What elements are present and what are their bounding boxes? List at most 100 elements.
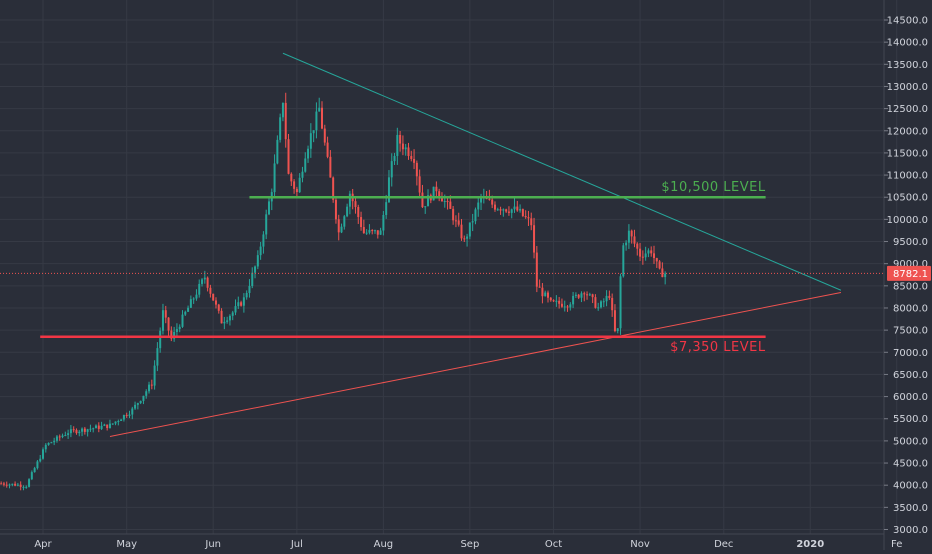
candle-body <box>69 429 72 434</box>
candle-body <box>192 298 195 300</box>
candle-body <box>387 177 390 203</box>
candle <box>627 224 630 249</box>
candle <box>173 326 176 342</box>
candle-body <box>16 484 19 486</box>
candle-body <box>549 297 552 301</box>
levels[interactable]: $10,500 LEVEL $7,350 LEVEL <box>40 180 766 355</box>
candle-body <box>566 306 569 308</box>
candle <box>513 198 516 213</box>
candle-body <box>181 314 184 327</box>
candle <box>337 214 340 241</box>
candle-body <box>55 436 58 441</box>
candle <box>192 297 195 304</box>
candle <box>248 279 251 298</box>
candle-body <box>75 429 78 434</box>
candle <box>625 240 628 251</box>
time-axis[interactable]: Apr May Jun Jul Aug Sep Oct Nov Dec 2020 Fe <box>34 539 902 550</box>
ascending-trendline[interactable] <box>109 291 842 437</box>
candle-body <box>591 294 594 298</box>
candle-body <box>307 148 310 159</box>
candle <box>393 152 396 166</box>
candle <box>318 97 321 112</box>
candle-body <box>619 276 622 329</box>
candle <box>30 470 33 481</box>
candle <box>39 454 42 463</box>
candle-body <box>468 222 471 237</box>
candle-body <box>72 429 75 431</box>
candle <box>566 304 569 312</box>
candle <box>279 113 282 143</box>
candle <box>81 427 84 437</box>
candle-body <box>499 209 502 211</box>
candle-body <box>588 294 591 296</box>
candle <box>560 298 563 308</box>
candle-body <box>108 423 111 429</box>
candle <box>530 212 533 231</box>
candle <box>69 424 72 438</box>
candle-body <box>521 209 524 216</box>
candle-body <box>555 300 558 302</box>
candle-body <box>50 442 53 444</box>
candle-body <box>580 293 583 298</box>
candle <box>28 478 31 488</box>
candle-body <box>214 300 217 305</box>
candle <box>468 222 471 240</box>
candle <box>463 235 466 243</box>
candle <box>304 152 307 173</box>
candle <box>226 316 229 324</box>
candle <box>438 188 441 202</box>
candle <box>36 460 39 470</box>
candle-body <box>83 428 86 432</box>
candle-body <box>312 130 315 134</box>
price-tick-label: 7000.0 <box>893 348 928 359</box>
candle <box>72 426 75 433</box>
candle-body <box>505 209 508 212</box>
candle <box>44 443 47 453</box>
candle-body <box>97 425 100 429</box>
candle <box>664 271 667 285</box>
time-tick-label: Fe <box>891 539 902 550</box>
candle-body <box>164 310 167 318</box>
candle-body <box>30 472 33 480</box>
candle <box>605 290 608 307</box>
candle <box>323 124 326 146</box>
candle <box>150 379 153 390</box>
candle-body <box>633 236 636 244</box>
candle <box>170 326 173 342</box>
candle <box>407 142 410 160</box>
price-axis[interactable]: 14500.0 14000.0 13500.0 13000.0 12500.0 12000… <box>884 16 928 537</box>
candle-body <box>184 311 187 315</box>
candle-body <box>8 484 11 486</box>
candle-body <box>86 429 89 432</box>
candle-body <box>287 139 290 174</box>
candle <box>563 300 566 312</box>
candle-body <box>201 279 204 284</box>
trendlines[interactable] <box>109 52 842 437</box>
candle-body <box>36 461 39 469</box>
descending-trendline[interactable] <box>282 52 842 291</box>
candle <box>276 135 279 165</box>
candle-body <box>435 186 438 192</box>
candle <box>259 241 262 260</box>
candle-body <box>64 435 67 437</box>
candle <box>630 229 633 244</box>
candle-body <box>28 479 31 487</box>
candle-body <box>259 246 262 256</box>
candle <box>167 317 170 337</box>
candle-body <box>608 295 611 298</box>
candle-body <box>284 102 287 140</box>
price-tick-label: 8500.0 <box>893 281 928 292</box>
candle <box>2 481 5 487</box>
candles <box>0 92 667 491</box>
candle <box>148 381 151 394</box>
candle-body <box>658 261 661 269</box>
time-tick-label: Apr <box>34 539 52 550</box>
price-tick-label: 11500.0 <box>887 148 928 159</box>
candle-body <box>53 440 56 443</box>
candle <box>371 229 374 235</box>
candle <box>273 154 276 197</box>
candle-body <box>546 292 549 298</box>
candle-body <box>613 310 616 332</box>
